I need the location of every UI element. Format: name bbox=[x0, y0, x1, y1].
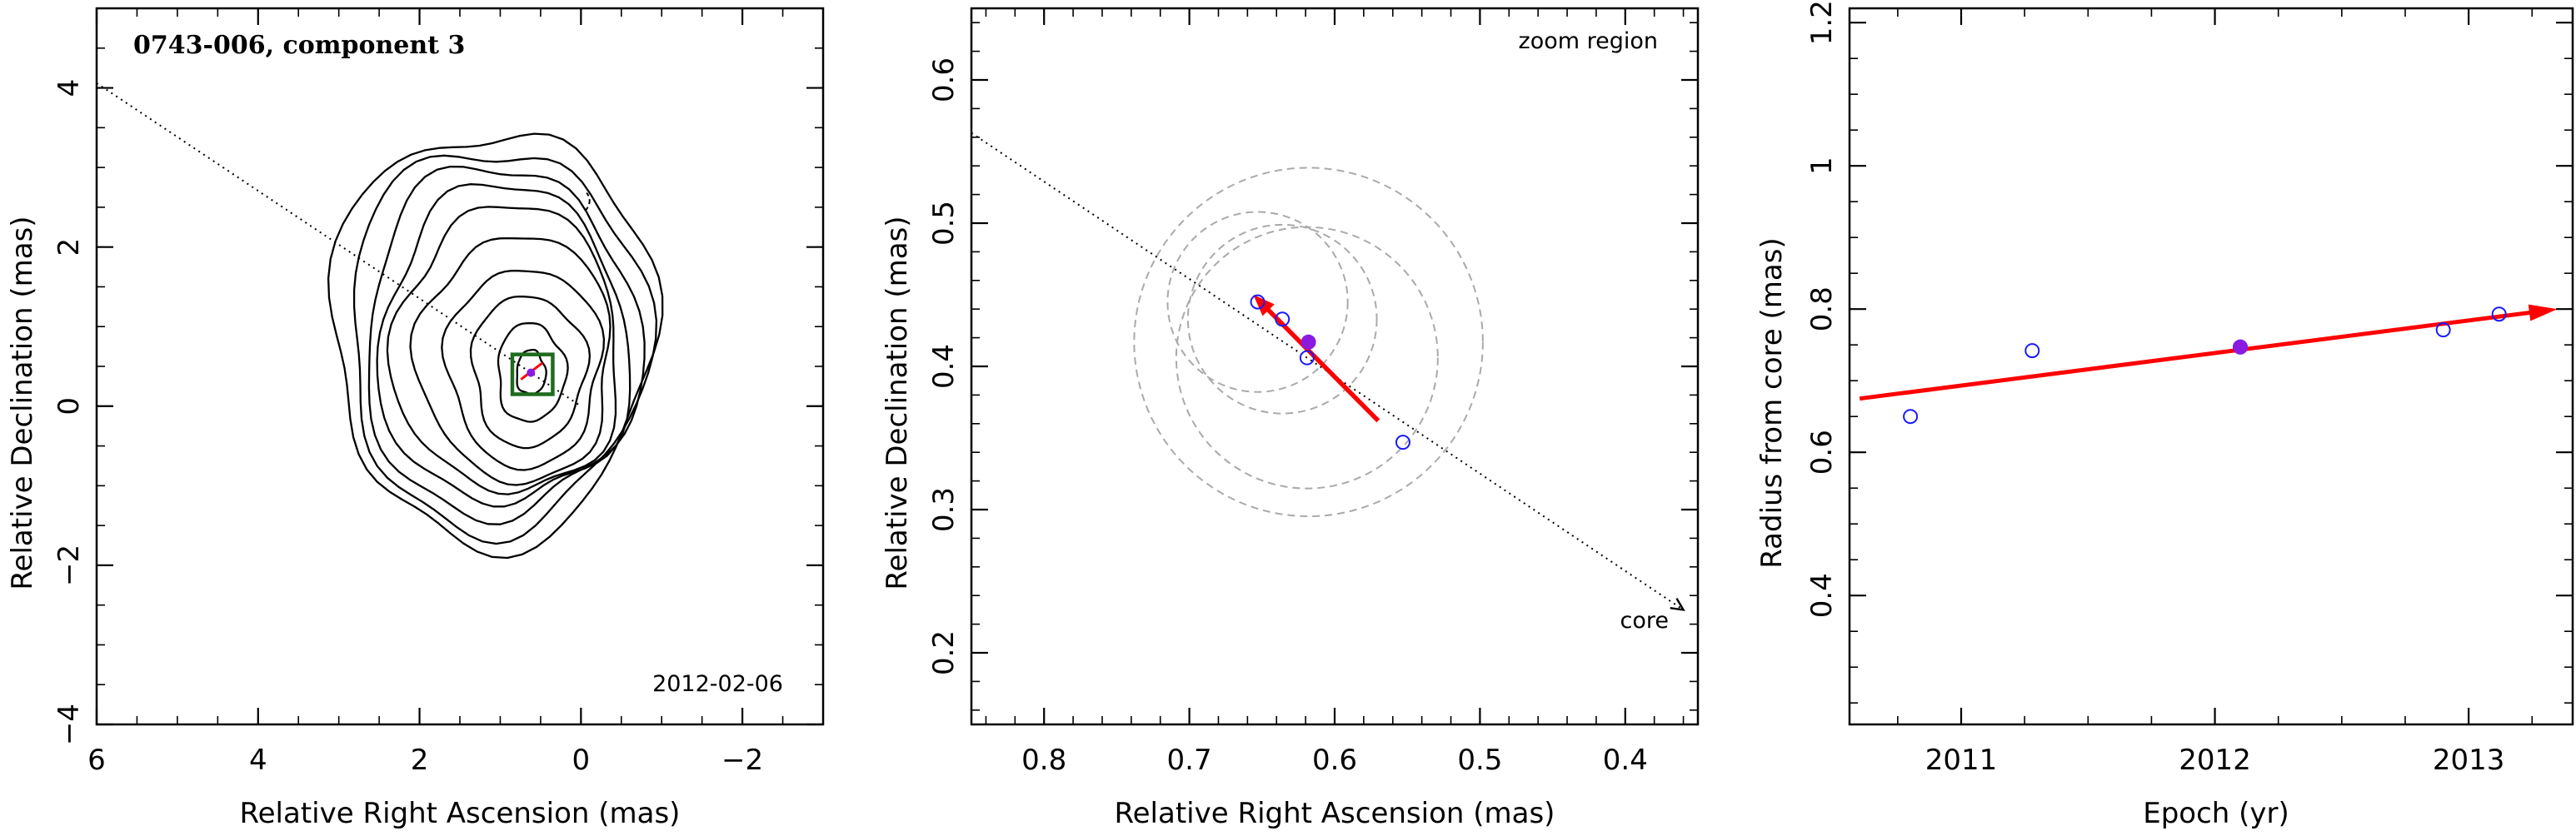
x-tick-label-3: 2013 bbox=[2433, 744, 2505, 777]
x-tick-label-1: 4 bbox=[249, 744, 267, 777]
data-point bbox=[1903, 409, 1919, 425]
data-point bbox=[2435, 322, 2451, 338]
zoom-box bbox=[510, 352, 555, 396]
contour-line bbox=[386, 206, 617, 495]
panel-contour-map: 6 4 2 0 −2 −4 −2 0 2 4 0743-006, component 3 2012… bbox=[6, 7, 825, 830]
data-point bbox=[2491, 306, 2507, 322]
contour-line bbox=[376, 183, 632, 508]
frame-3 bbox=[1848, 7, 2574, 726]
jet-axis-line bbox=[97, 82, 582, 407]
panel2-ylabel: Relative Declination (mas) bbox=[881, 216, 914, 590]
y-tick-label-1: 2 bbox=[52, 238, 86, 256]
x-tick-label-2: 0.5 bbox=[1457, 744, 1502, 777]
contour-line bbox=[441, 270, 606, 471]
x-tick-label-2: 0.8 bbox=[1021, 744, 1066, 777]
data-point bbox=[1299, 350, 1315, 366]
plot-inner-2 bbox=[971, 132, 1685, 611]
data-point bbox=[1395, 435, 1410, 450]
error-circle bbox=[1133, 167, 1484, 518]
motion-vector bbox=[1262, 303, 1380, 423]
y-tick-label-2: 0.3 bbox=[927, 487, 961, 532]
y-tick-label-1: −2 bbox=[52, 545, 86, 586]
negative-contour bbox=[584, 192, 591, 212]
y-tick-label-3: 0.6 bbox=[1805, 430, 1839, 475]
y-tick-label-3: 0.8 bbox=[1805, 286, 1839, 331]
y-tick-label-2: 0.6 bbox=[927, 57, 961, 102]
plot-inner-1 bbox=[97, 82, 664, 560]
error-circle bbox=[1166, 211, 1349, 393]
y-tick-label-2: 0.2 bbox=[927, 630, 961, 675]
contour-line bbox=[409, 236, 612, 486]
y-tick-label-3: 1 bbox=[1805, 157, 1839, 175]
plot-inner-3 bbox=[1859, 304, 2558, 425]
error-circle bbox=[1186, 223, 1378, 415]
core-direction-arrow bbox=[1670, 597, 1685, 611]
contour-line bbox=[367, 165, 646, 525]
contour-line bbox=[352, 154, 658, 545]
contour-line bbox=[327, 132, 664, 560]
y-tick-label-1: 0 bbox=[52, 397, 86, 416]
panel2-core-annotation: core bbox=[1620, 608, 1669, 634]
panel2-xlabel: Relative Right Ascension (mas) bbox=[1115, 797, 1555, 830]
x-tick-label-3: 2012 bbox=[2179, 744, 2251, 777]
plot-area-3: 2011 2012 2013 0.4 0.6 0.8 1 1.2 bbox=[1805, 0, 2574, 777]
panel1-date-annotation: 2012-02-06 bbox=[652, 671, 783, 697]
data-point bbox=[1250, 294, 1266, 310]
contour-line bbox=[497, 321, 569, 423]
x-tick-label-2: 0.4 bbox=[1603, 744, 1648, 777]
x-tick-label-1: 2 bbox=[411, 744, 429, 777]
panel1-xlabel: Relative Right Ascension (mas) bbox=[240, 797, 681, 830]
x-tick-label-2: 0.6 bbox=[1312, 744, 1357, 777]
y-tick-label-2: 0.5 bbox=[927, 201, 961, 246]
panel3-ylabel: Radius from core (mas) bbox=[1755, 237, 1789, 568]
plot-area-2: 0.8 0.7 0.6 0.5 0.4 0.2 0.3 0.4 0.5 0.6 bbox=[927, 7, 1700, 777]
panel1-title: 0743-006, component 3 bbox=[133, 31, 465, 60]
frame-2 bbox=[970, 7, 1700, 726]
panel1-ylabel: Relative Declination (mas) bbox=[6, 216, 39, 590]
y-tick-label-3: 0.4 bbox=[1805, 573, 1839, 618]
error-circle bbox=[1175, 226, 1439, 490]
fit-line-head bbox=[2528, 304, 2558, 321]
y-tick-label-3: 1.2 bbox=[1805, 0, 1839, 45]
panel2-zoom-annotation: zoom region bbox=[1519, 28, 1658, 54]
data-point bbox=[1275, 311, 1290, 327]
x-tick-label-1: 6 bbox=[87, 744, 106, 777]
x-tick-label-1: 0 bbox=[572, 744, 591, 777]
x-tick-label-1: −2 bbox=[721, 744, 763, 777]
plot-area-1: 6 4 2 0 −2 −4 −2 0 2 4 bbox=[52, 7, 825, 777]
x-tick-label-2: 0.7 bbox=[1167, 744, 1212, 777]
y-tick-label-1: 4 bbox=[52, 79, 86, 97]
component-marker bbox=[527, 368, 536, 377]
panel3-xlabel: Epoch (yr) bbox=[2143, 797, 2289, 830]
frame-1 bbox=[95, 7, 825, 726]
contour-line bbox=[469, 295, 592, 450]
mean-point bbox=[2233, 339, 2249, 355]
mean-point bbox=[1300, 334, 1316, 350]
data-point bbox=[2024, 343, 2040, 359]
y-tick-label-1: −4 bbox=[52, 704, 86, 745]
fit-line bbox=[1859, 309, 2542, 401]
x-tick-label-3: 2011 bbox=[1925, 744, 1998, 777]
panel-zoom-region: 0.8 0.7 0.6 0.5 0.4 0.2 0.3 0.4 0.5 0.6 zoom regi… bbox=[881, 7, 1700, 830]
y-tick-label-2: 0.4 bbox=[927, 344, 961, 389]
panel-radius-vs-epoch: 2011 2012 2013 0.4 0.6 0.8 1 1.2 Epoch (yr) Rad… bbox=[1755, 0, 2574, 830]
